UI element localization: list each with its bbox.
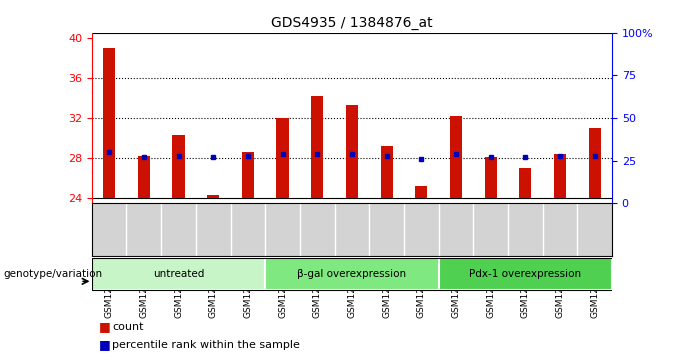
Bar [207,195,219,198]
Bar [103,48,115,198]
FancyBboxPatch shape [92,258,265,290]
Bar [450,116,462,198]
Text: percentile rank within the sample: percentile rank within the sample [112,340,300,350]
Bar [138,156,150,198]
FancyBboxPatch shape [265,258,439,290]
Text: ■: ■ [99,320,110,333]
Text: untreated: untreated [153,269,204,279]
Text: Pdx-1 overexpression: Pdx-1 overexpression [469,269,581,279]
Bar [554,154,566,198]
Bar [311,96,323,198]
Title: GDS4935 / 1384876_at: GDS4935 / 1384876_at [271,16,432,30]
Text: ■: ■ [99,338,110,351]
Bar [346,105,358,198]
Bar [173,135,184,198]
Bar [520,168,531,198]
Text: count: count [112,322,143,332]
Bar [485,157,496,198]
Bar [415,186,427,198]
Bar [589,128,600,198]
Bar [242,152,254,198]
Text: genotype/variation: genotype/variation [3,269,103,279]
Bar [277,118,288,198]
Bar [381,146,392,198]
FancyBboxPatch shape [439,258,612,290]
Text: β-gal overexpression: β-gal overexpression [297,269,407,279]
